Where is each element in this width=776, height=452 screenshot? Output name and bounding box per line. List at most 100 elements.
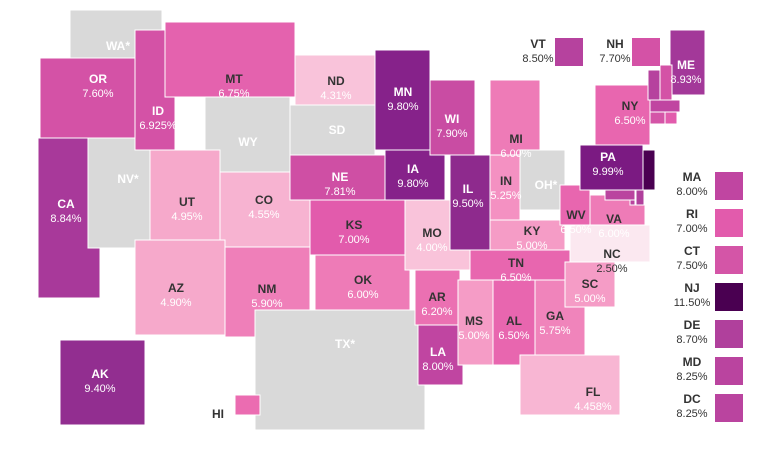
state-rate: 4.31% [320, 90, 351, 102]
state-code: NV* [117, 172, 139, 186]
state-code: AZ [168, 281, 184, 295]
legend-code: DC [683, 392, 701, 406]
state-code: NC [603, 247, 621, 261]
legend-code: RI [686, 207, 698, 221]
state-rate: 5.90% [251, 298, 282, 310]
legend-code: NJ [684, 281, 699, 295]
state [649, 99, 681, 113]
state-code: WV [566, 208, 585, 222]
state-rate: 5.75% [539, 325, 570, 337]
state-code: AK [91, 367, 109, 381]
state [87, 137, 151, 249]
state-code: AR [428, 290, 446, 304]
state-rate: 5.00% [574, 293, 605, 305]
state [519, 149, 566, 211]
state-rate: 6.00% [598, 228, 629, 240]
state-code: WA* [106, 39, 130, 53]
legend-rate: 7.70% [599, 53, 630, 65]
legend-swatch [715, 246, 743, 274]
state-rate: 8.00% [422, 361, 453, 373]
state-code: CA [57, 197, 75, 211]
state [59, 339, 146, 426]
state-rate: 4.00% [416, 242, 447, 254]
state-code: LA [430, 345, 446, 359]
state-code: ID [152, 104, 164, 118]
state-rate: 9.40% [84, 383, 115, 395]
state [559, 184, 591, 226]
state [414, 269, 461, 326]
state-rate: 6.20% [421, 306, 452, 318]
state-rate: 9.50% [452, 198, 483, 210]
legend-code: CT [684, 244, 701, 258]
state-code: HI [212, 407, 224, 421]
legend-code: DE [684, 318, 701, 332]
state-code: NM [258, 282, 277, 296]
state-rate: 4.458% [574, 401, 612, 413]
state-code: WI [445, 112, 460, 126]
state-code: OH* [535, 178, 558, 192]
legend-code: NH [606, 37, 623, 51]
state [489, 79, 541, 156]
legend-rate: 7.00% [676, 223, 707, 235]
state-code: FL [586, 385, 601, 399]
state-code: ME [677, 58, 695, 72]
state [492, 279, 536, 366]
state-rate: 2.50% [596, 263, 627, 275]
state-rate: 9.80% [387, 101, 418, 113]
legend-rate: 8.25% [676, 371, 707, 383]
legend-code: VT [530, 37, 546, 51]
state-rate: 4.90% [160, 297, 191, 309]
state [669, 29, 706, 96]
state-rate: 6.50% [560, 224, 591, 236]
state-code: TX* [335, 337, 355, 351]
state-code: AL [506, 314, 522, 328]
state-rate: 6.925% [139, 120, 177, 132]
state [664, 111, 678, 125]
state-rate: 7.90% [436, 128, 467, 140]
legend-rate: 8.70% [676, 334, 707, 346]
state-code: MN [394, 85, 413, 99]
state-code: NY [622, 99, 639, 113]
legend-rate: 8.50% [522, 53, 553, 65]
state-code: OR [89, 72, 107, 86]
legend-rate: 8.00% [676, 186, 707, 198]
state-code: NE [332, 170, 349, 184]
state [234, 394, 261, 416]
legend-code: MD [683, 355, 702, 369]
state [579, 144, 644, 191]
state-code: SC [582, 277, 599, 291]
state [635, 189, 645, 206]
state [457, 279, 494, 366]
state-rate: 6.50% [614, 115, 645, 127]
state-code: OK [354, 273, 372, 287]
state-rate: 9.80% [397, 178, 428, 190]
state [594, 84, 651, 146]
state [489, 219, 566, 251]
state [39, 57, 136, 139]
state-rate: 6.40% [202, 423, 233, 435]
state-rate: 5.00% [516, 240, 547, 252]
state [604, 189, 636, 201]
state-code: UT [179, 195, 196, 209]
state [314, 254, 411, 311]
legend-swatch [715, 283, 743, 311]
legend-swatch [715, 209, 743, 237]
legend-swatch [555, 38, 583, 66]
state-rate: 7.00% [338, 234, 369, 246]
legend-swatch [715, 320, 743, 348]
state-code: PA [600, 150, 616, 164]
state [449, 154, 491, 251]
state-rate: 7.60% [82, 88, 113, 100]
legend-rate: 8.25% [676, 408, 707, 420]
state-rate: 5.00% [458, 330, 489, 342]
state [629, 199, 636, 206]
state-code: MI [509, 132, 522, 146]
state-code: VA [606, 212, 622, 226]
state [374, 49, 431, 151]
state-code: CO [255, 193, 273, 207]
state-code: IN [500, 174, 512, 188]
state [642, 149, 656, 191]
state-code: MT [225, 72, 243, 86]
state [564, 261, 616, 308]
state-code: TN [508, 256, 524, 270]
